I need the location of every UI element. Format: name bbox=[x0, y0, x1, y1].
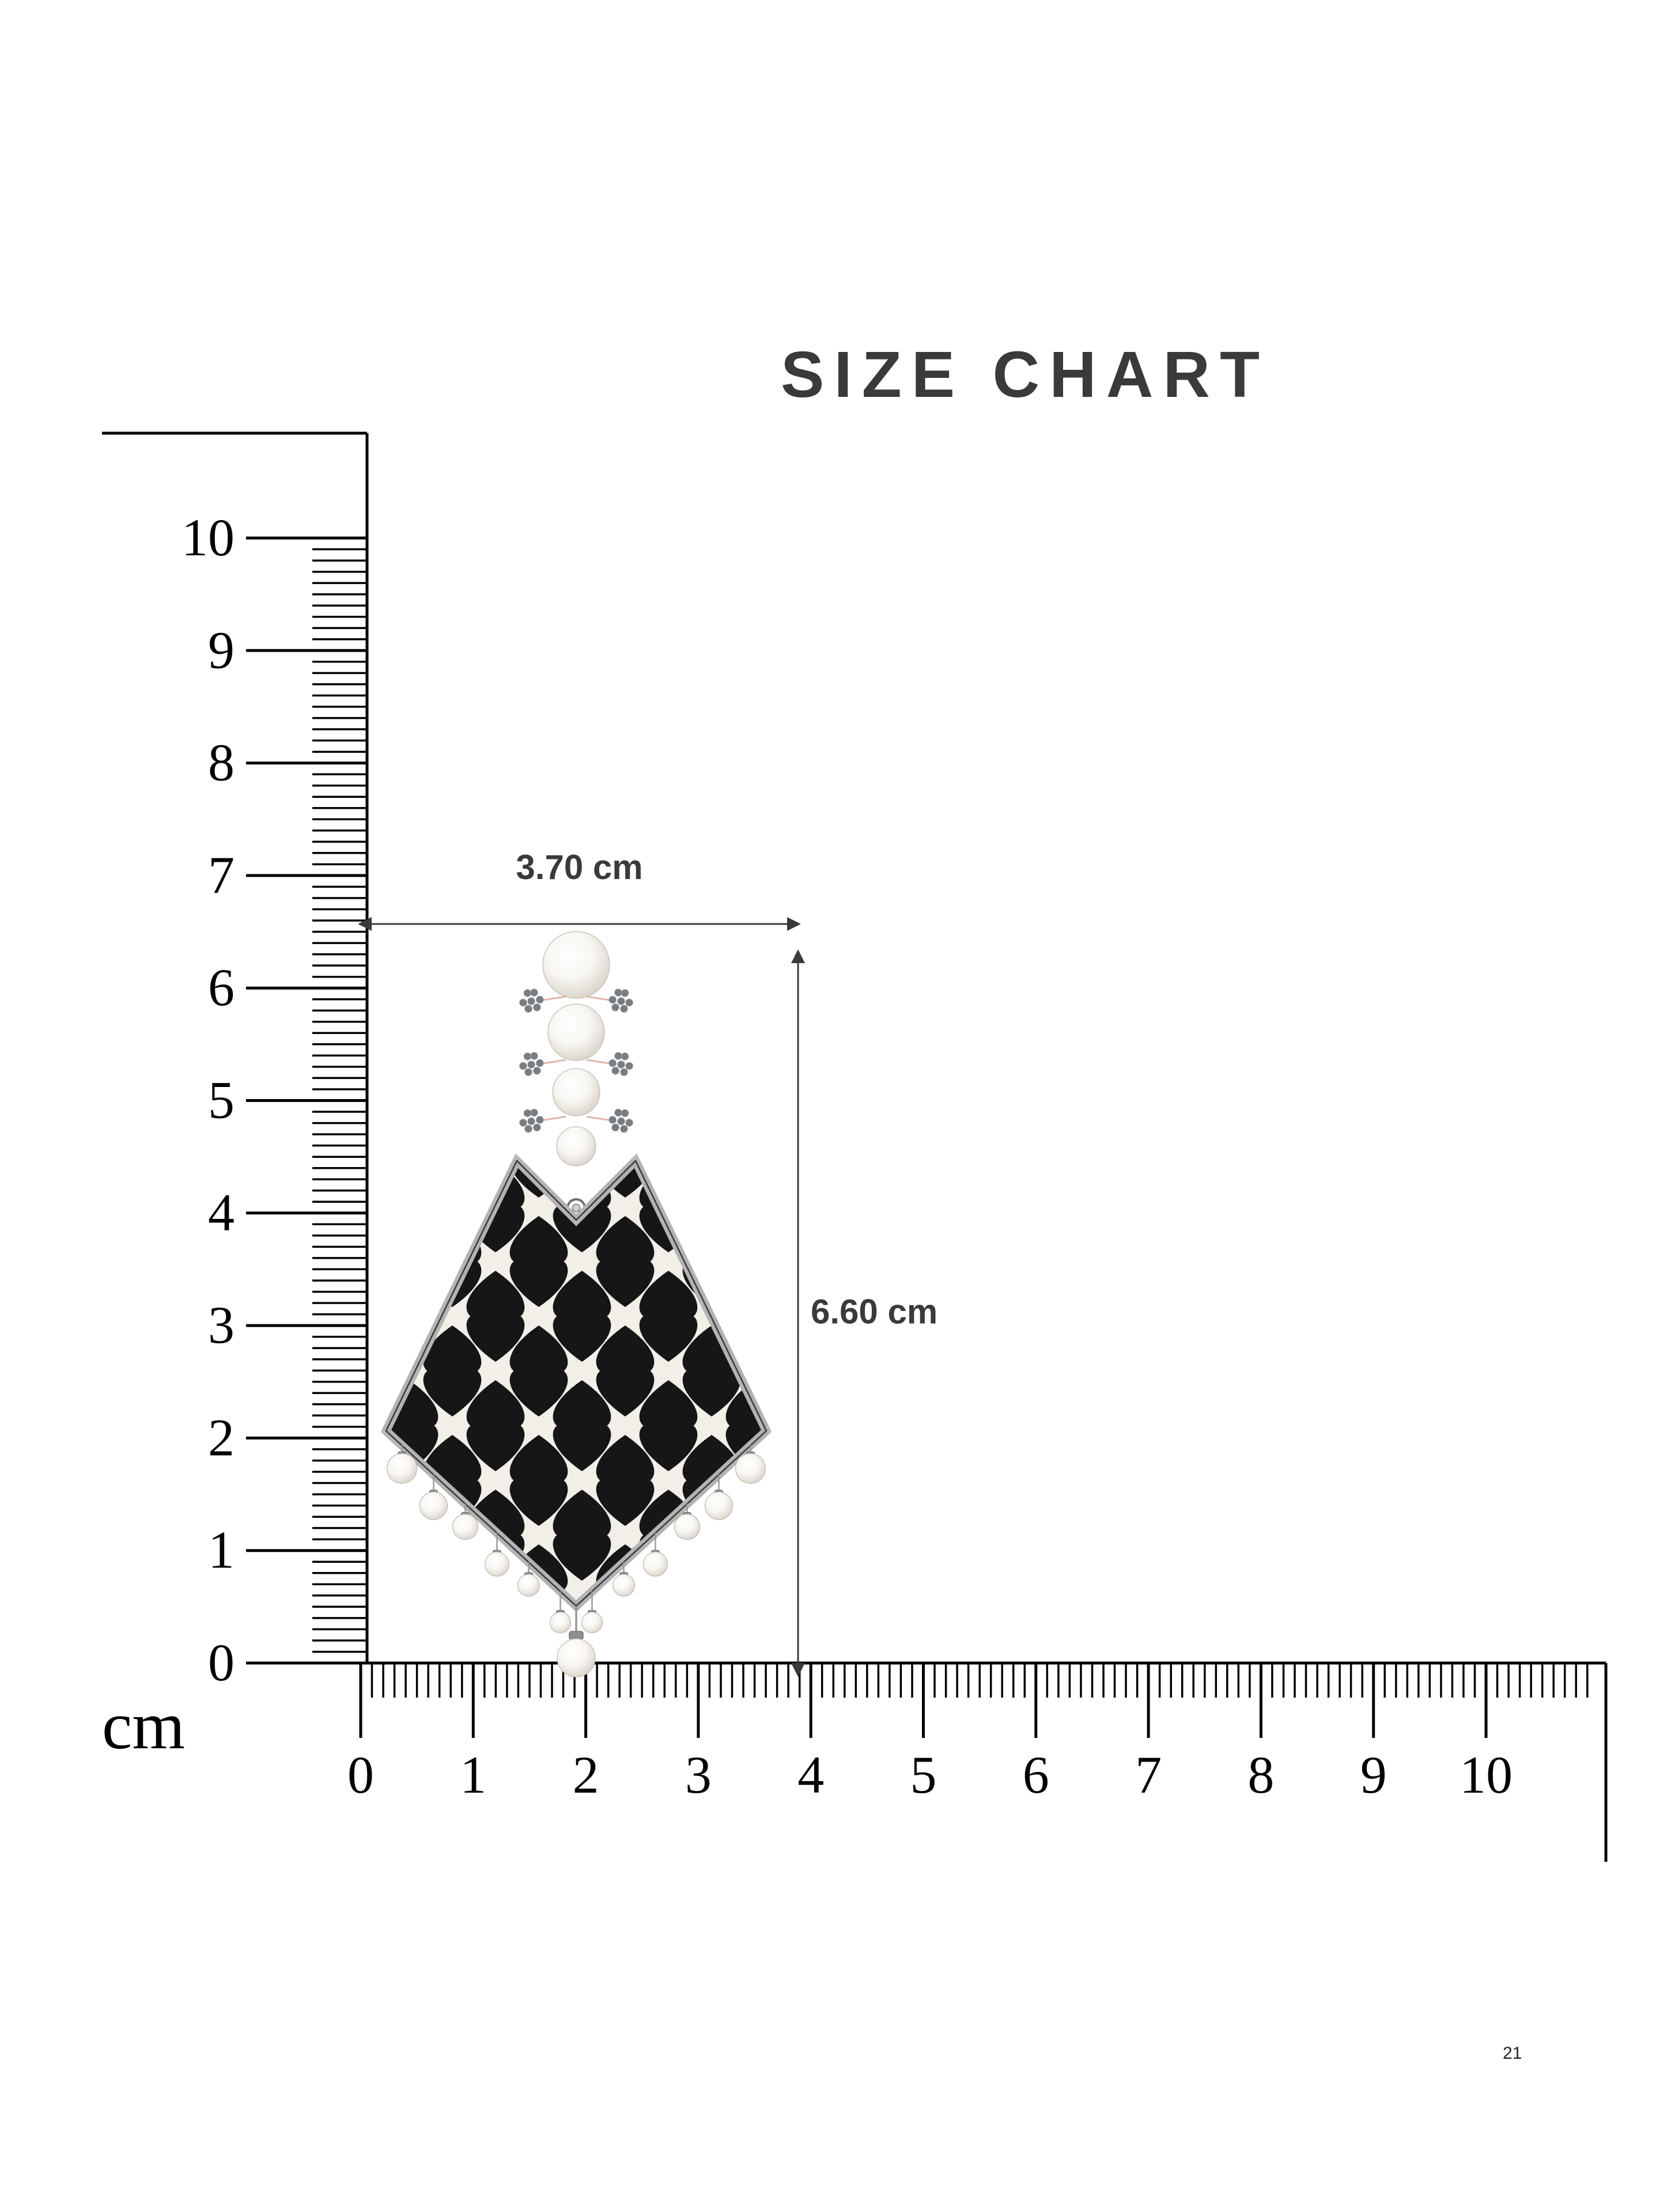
svg-text:6: 6 bbox=[208, 958, 235, 1017]
svg-text:3: 3 bbox=[208, 1296, 235, 1354]
svg-text:0: 0 bbox=[347, 1745, 374, 1804]
svg-text:5: 5 bbox=[910, 1745, 937, 1804]
svg-text:8: 8 bbox=[208, 733, 235, 792]
svg-text:0: 0 bbox=[208, 1633, 235, 1692]
svg-text:2: 2 bbox=[208, 1408, 235, 1467]
svg-text:3: 3 bbox=[685, 1745, 712, 1804]
svg-text:9: 9 bbox=[208, 620, 235, 679]
svg-text:10: 10 bbox=[182, 508, 235, 567]
svg-text:8: 8 bbox=[1247, 1745, 1274, 1804]
svg-text:10: 10 bbox=[1460, 1745, 1513, 1804]
svg-text:4: 4 bbox=[208, 1183, 235, 1242]
svg-text:6.60 cm: 6.60 cm bbox=[811, 1293, 937, 1331]
svg-text:3.70 cm: 3.70 cm bbox=[516, 848, 642, 887]
svg-text:1: 1 bbox=[208, 1521, 235, 1580]
svg-text:7: 7 bbox=[1135, 1745, 1162, 1804]
svg-text:7: 7 bbox=[208, 846, 235, 904]
svg-text:1: 1 bbox=[460, 1745, 486, 1804]
svg-text:cm: cm bbox=[102, 1688, 185, 1763]
svg-text:2: 2 bbox=[573, 1745, 599, 1804]
svg-text:6: 6 bbox=[1023, 1745, 1049, 1804]
svg-text:9: 9 bbox=[1360, 1745, 1387, 1804]
svg-text:5: 5 bbox=[208, 1071, 235, 1130]
svg-text:4: 4 bbox=[797, 1745, 824, 1804]
